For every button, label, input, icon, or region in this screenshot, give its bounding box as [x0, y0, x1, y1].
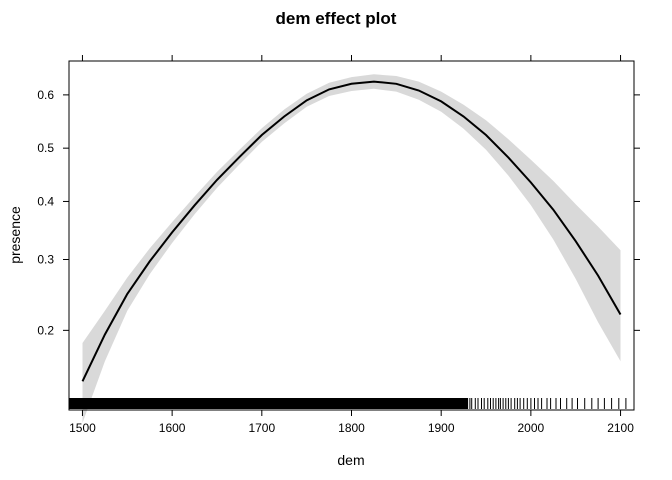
y-tick-label: 0.6 [37, 88, 54, 102]
chart-title: dem effect plot [276, 9, 397, 28]
rug-dense-block [69, 398, 469, 409]
y-axis-title: presence [7, 206, 23, 264]
x-axis-title: dem [337, 452, 364, 468]
x-tick-label: 1600 [159, 421, 186, 435]
x-tick-label: 2000 [518, 421, 545, 435]
effect-line [81, 80, 622, 382]
x-tick-label: 2100 [607, 421, 634, 435]
plot-frame [68, 60, 635, 411]
y-tick-label: 0.2 [37, 323, 54, 337]
x-tick-label: 1900 [428, 421, 455, 435]
y-tick-label: 0.5 [37, 141, 54, 155]
confidence-band [82, 74, 621, 423]
x-tick-label: 1500 [69, 421, 96, 435]
plot-area: 1500 1600 1700 1800 1900 2000 2100 0.2 0.3 0.4 0.5… [37, 55, 640, 435]
x-tick-label: 1700 [248, 421, 275, 435]
y-tick-label: 0.4 [37, 194, 54, 208]
x-tick-label: 1800 [338, 421, 365, 435]
y-tick-label: 0.3 [37, 253, 54, 267]
